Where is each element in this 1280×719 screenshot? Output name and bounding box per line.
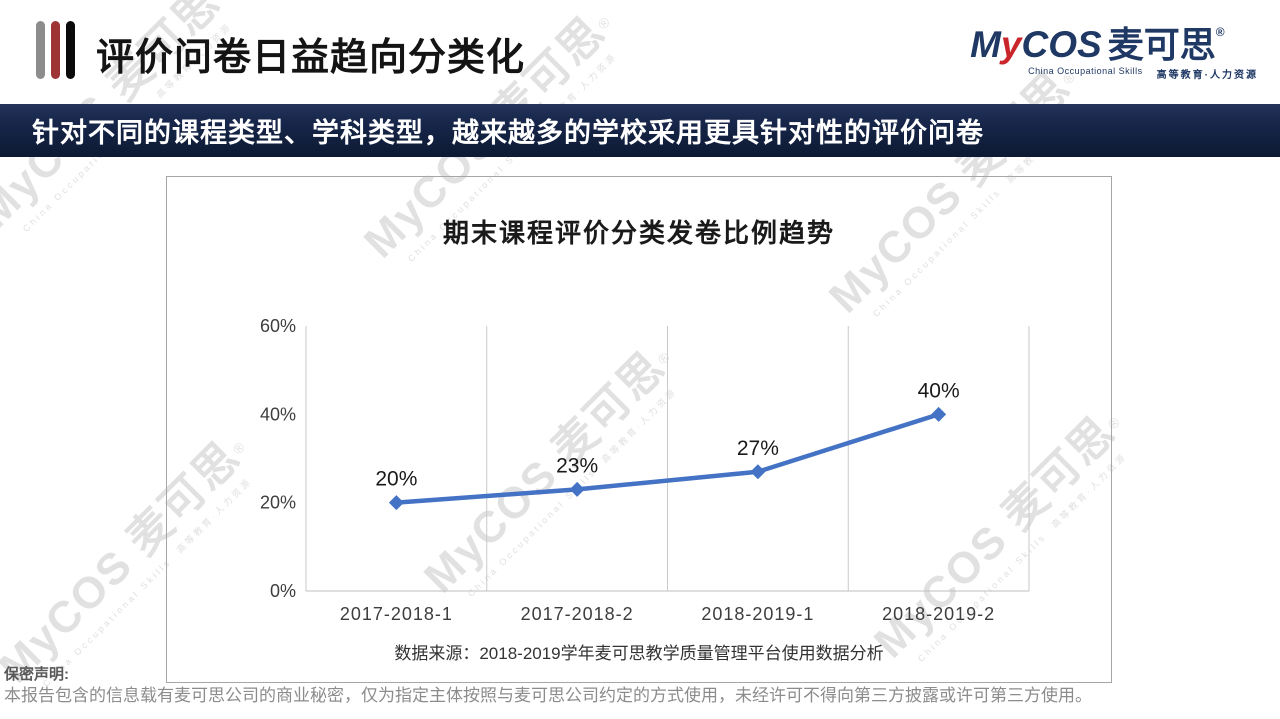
confidentiality-label: 保密声明: [4,666,69,683]
svg-text:2018-2019-1: 2018-2019-1 [701,604,814,624]
chart-title: 期末课程评价分类发卷比例趋势 [442,218,835,248]
banner-text: 针对不同的课程类型、学科类型，越来越多的学校采用更具针对性的评价问卷 [32,118,984,148]
svg-text:27%: 27% [737,437,779,460]
mycos-logo: MyCOS 麦可思® China Occupational Skills 高等教育… [970,26,1258,81]
svg-text:40%: 40% [918,379,960,402]
subtitle-banner: 针对不同的课程类型、学科类型，越来越多的学校采用更具针对性的评价问卷 [0,104,1280,157]
svg-text:20%: 20% [260,493,296,513]
logo-subtitle: China Occupational Skills 高等教育·人力资源 [1028,66,1258,81]
page-title: 评价问卷日益趋向分类化 [96,37,526,79]
logo-wordmark: MyCOS 麦可思® [970,24,1225,65]
header: 评价问卷日益趋向分类化 MyCOS 麦可思® China Occupational… [0,0,1280,104]
svg-text:23%: 23% [556,454,598,477]
chart-container: 0% 20% 40% 60% 2017-2018-1 2017-2018-2 2018-20… [166,176,1112,683]
title-accent-bars-icon [36,21,75,79]
line-chart: 0% 20% 40% 60% 2017-2018-1 2017-2018-2 2018-20… [260,316,1030,624]
footer: 保密声明: 本报告包含的信息载有麦可思公司的商业秘密，仅为指定主体按照与麦可思公… [4,664,1276,707]
svg-text:2018-2019-2: 2018-2019-2 [882,604,995,624]
svg-text:2017-2018-2: 2017-2018-2 [521,604,634,624]
svg-text:60%: 60% [260,316,296,336]
chart-source: 数据来源：2018-2019学年麦可思教学质量管理平台使用数据分析 [394,644,884,663]
svg-text:2017-2018-1: 2017-2018-1 [340,604,453,624]
svg-text:0%: 0% [270,581,296,601]
svg-text:40%: 40% [260,404,296,424]
svg-text:20%: 20% [375,468,417,491]
confidentiality-text: 本报告包含的信息载有麦可思公司的商业秘密，仅为指定主体按照与麦可思公司约定的方式… [4,686,1092,705]
